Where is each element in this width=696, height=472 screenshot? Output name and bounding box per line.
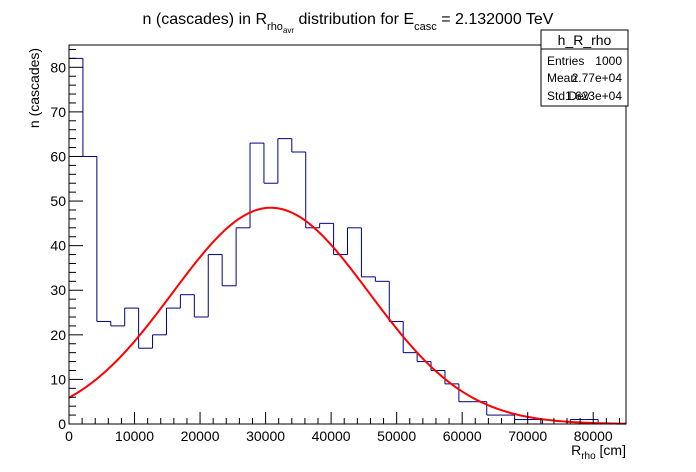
x-tick-label: 0 (65, 428, 73, 444)
x-tick-label: 30000 (246, 428, 285, 444)
title-subsub: avr (283, 26, 294, 35)
fit-curve (68, 206, 627, 425)
x-label-main: R (571, 442, 581, 458)
x-label-sub: rho (581, 451, 596, 462)
x-tick-label: 60000 (443, 428, 482, 444)
stats-value-mean: 2.77e+04 (572, 71, 623, 85)
y-tick-label: 10 (50, 371, 66, 387)
x-tick-label: 40000 (312, 428, 351, 444)
y-tick-label: 40 (50, 238, 66, 254)
stats-value-entries: 1000 (595, 54, 622, 68)
chart-title: n (cascades) in Rrhoavr distribution for… (143, 11, 554, 35)
x-tick-label: 80000 (574, 428, 613, 444)
stats-label-entries: Entries (547, 54, 584, 68)
title-tail: = 2.132000 TeV (437, 11, 554, 28)
stats-title: h_R_rho (558, 32, 612, 48)
title-sub2: casc (414, 21, 437, 33)
stats-value-stddev: 1.623e+04 (565, 89, 622, 103)
x-tick-label: 50000 (377, 428, 416, 444)
y-axis-label: n (cascades) (26, 48, 42, 128)
title-sub: rho (267, 21, 283, 33)
stats-box: h_R_rho Entries 1000 Mean 2.77e+04 Std D… (540, 29, 629, 107)
y-tick-label: 0 (58, 416, 66, 432)
x-tick-label: 10000 (115, 428, 154, 444)
stats-label-mean: Mean (547, 71, 577, 85)
title-mid: distribution for E (294, 11, 414, 28)
plot-area (68, 57, 627, 425)
x-axis-label: Rrho [cm] (571, 442, 626, 462)
x-tick-label: 20000 (181, 428, 220, 444)
stats-label-stddev: Std Dev (547, 89, 590, 103)
y-tick-label: 80 (50, 59, 66, 75)
y-tick-label: 60 (50, 148, 66, 164)
x-tick-label: 70000 (508, 428, 547, 444)
x-label-tail: [cm] (596, 442, 626, 458)
y-tick-label: 50 (50, 193, 66, 209)
axes: 0 10000 20000 30000 40000 50000 60000 70000 8000… (50, 44, 627, 444)
title-main: n (cascades) in R (143, 11, 268, 28)
y-tick-label: 70 (50, 104, 66, 120)
plot-frame (68, 44, 627, 425)
y-tick-label: 30 (50, 282, 66, 298)
y-tick-label: 20 (50, 327, 66, 343)
